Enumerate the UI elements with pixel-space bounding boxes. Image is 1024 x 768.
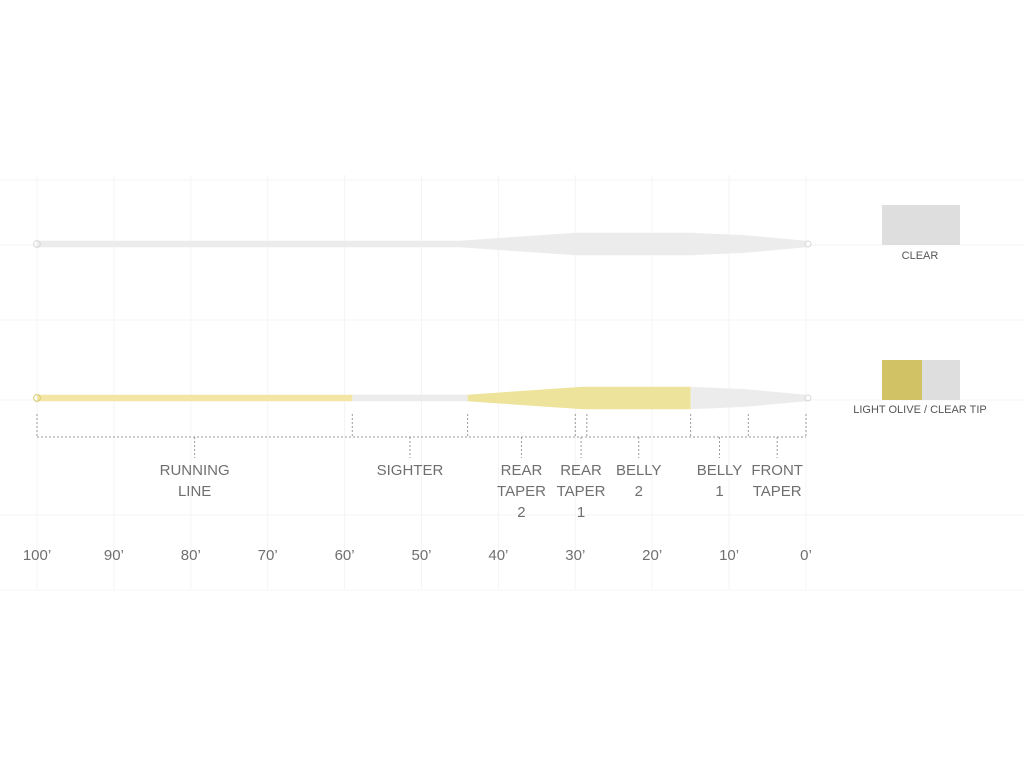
- section-label: 2: [635, 483, 643, 500]
- section-label: BELLY: [697, 462, 743, 479]
- tick-label: 80’: [181, 547, 201, 564]
- section-label: LINE: [178, 483, 211, 500]
- line-segment: [37, 386, 353, 410]
- tick-label: 100’: [23, 547, 51, 564]
- swatch-clear: CLEAR: [882, 205, 960, 262]
- section-brackets: RUNNING LINE SIGHTER REAR TAPER 2 REAR TAPER 1 BE…: [36, 414, 807, 521]
- tick-label: 20’: [642, 547, 662, 564]
- section-label: REAR: [501, 462, 543, 479]
- tick-label: 30’: [565, 547, 585, 564]
- section-label: TAPER: [497, 483, 546, 500]
- swatch-clear-color: [882, 205, 960, 245]
- fly-line-clear: [33, 232, 812, 256]
- swatch-clear-tip-color: [922, 360, 960, 400]
- swatch-olive: LIGHT OLIVE / CLEAR TIP: [853, 360, 987, 416]
- tick-label: 40’: [488, 547, 508, 564]
- rear-loop: [33, 240, 41, 248]
- section-label: 1: [577, 504, 585, 521]
- front-loop: [804, 240, 812, 248]
- line-segment: [690, 386, 806, 410]
- section-label: FRONT: [751, 462, 803, 479]
- tick-label: 10’: [719, 547, 739, 564]
- section-label: SIGHTER: [377, 462, 444, 479]
- line-body: [37, 232, 806, 256]
- swatch-olive-color: [882, 360, 922, 400]
- section-label: RUNNING: [160, 462, 230, 479]
- distance-axis: 100’ 90’ 80’ 70’ 60’ 50’ 40’ 30’ 20’ 10’ 0’: [23, 547, 812, 564]
- section-label: 2: [517, 504, 525, 521]
- swatch-clear-label: CLEAR: [902, 250, 939, 262]
- section-label: REAR: [560, 462, 602, 479]
- section-label: 1: [715, 483, 723, 500]
- rear-loop: [33, 394, 41, 402]
- section-label: BELLY: [616, 462, 662, 479]
- line-segment: [352, 386, 468, 410]
- tick-label: 50’: [411, 547, 431, 564]
- front-loop: [804, 394, 812, 402]
- section-label: TAPER: [557, 483, 606, 500]
- tick-label: 70’: [258, 547, 278, 564]
- line-segment: [467, 386, 691, 410]
- section-label: TAPER: [753, 483, 802, 500]
- tick-label: 60’: [335, 547, 355, 564]
- swatch-olive-label: LIGHT OLIVE / CLEAR TIP: [853, 404, 986, 416]
- tick-label: 90’: [104, 547, 124, 564]
- tick-label: 0’: [800, 547, 812, 564]
- fly-line-light-olive: [33, 386, 812, 410]
